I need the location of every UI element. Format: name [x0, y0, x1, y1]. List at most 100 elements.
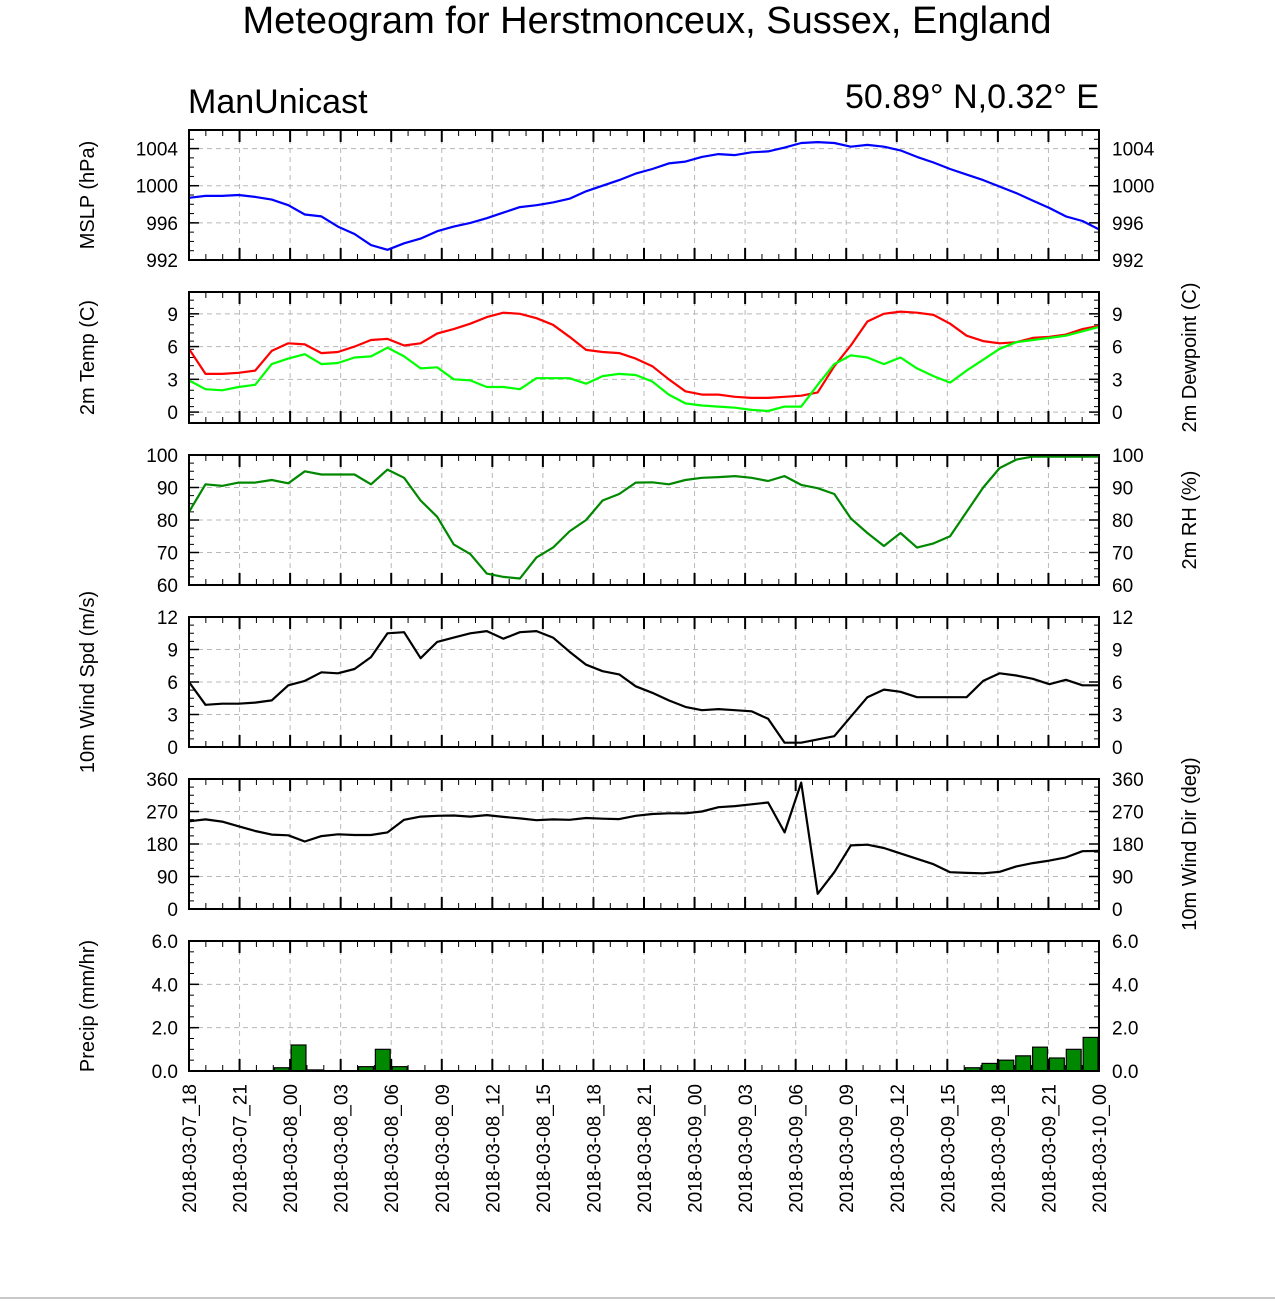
precip-bar [290, 1044, 307, 1072]
y-tick-label-right: 270 [1112, 803, 1144, 824]
panel-3: 60 60 70 70 80 80 90 90 100 100 2m RH (%) [146, 446, 1201, 597]
y-tick-label-right: 180 [1112, 835, 1144, 856]
time-label: 2018-03-09_03 [736, 1084, 757, 1213]
data-series-line-1 [188, 455, 1099, 580]
y-tick-label-right: 360 [1112, 770, 1144, 791]
y-tick-label-left: 80 [157, 511, 178, 532]
y-tick-label-left: 90 [157, 479, 178, 500]
y-tick-label-right: 1004 [1112, 140, 1155, 161]
y-tick-label-left: 70 [157, 544, 178, 565]
precip-bar [1015, 1055, 1032, 1072]
y-tick-label-left: 270 [146, 803, 178, 824]
time-label: 2018-03-09_09 [837, 1084, 858, 1213]
time-label: 2018-03-09_06 [787, 1084, 808, 1213]
y-tick-label-right: 90 [1112, 868, 1133, 889]
panel-frame [188, 454, 1100, 586]
y-tick-label-left: 0 [167, 738, 178, 759]
y-tick-label-left: 1004 [136, 140, 179, 161]
panel-6: 0.0 0.0 2.0 2.0 4.0 4.0 6.0 6.0 Precip (mm/hr) [77, 932, 1138, 1083]
y-tick-label-left: 996 [146, 214, 178, 235]
location-label: 50.89° N,0.32° E [845, 78, 1099, 116]
y-axis-title-left: MSLP (hPa) [77, 141, 99, 250]
y-tick-label-left: 90 [157, 868, 178, 889]
data-series-line-1 [188, 141, 1100, 251]
panel-frame [188, 616, 1100, 748]
y-tick-label-right: 996 [1112, 214, 1144, 235]
y-tick-label-right: 60 [1112, 576, 1133, 597]
data-series-line-1 [188, 781, 1100, 895]
y-tick-label-left: 992 [146, 251, 178, 272]
time-label: 2018-03-09_00 [686, 1084, 707, 1213]
y-tick-label-right: 3 [1112, 370, 1123, 391]
precip-bar [1031, 1046, 1049, 1072]
y-tick-label-right: 90 [1112, 479, 1133, 500]
time-label: 2018-03-08_18 [584, 1084, 605, 1213]
y-tick-label-left: 1000 [136, 177, 178, 198]
y-tick-label-left: 3 [167, 370, 178, 391]
precip-bar [1065, 1048, 1082, 1072]
y-tick-label-left: 0 [167, 403, 178, 424]
y-tick-label-left: 180 [146, 835, 178, 856]
y-axis-title-right: 2m Dewpoint (C) [1179, 282, 1201, 432]
model-label: ManUnicast [188, 83, 368, 121]
panel-2: 0 0 3 3 6 6 9 9 2m Temp (C) 2m Dewpoint (C) [77, 282, 1201, 432]
time-label: 2018-03-08_00 [281, 1084, 302, 1213]
precip-bar [981, 1062, 998, 1072]
y-tick-label-left: 4.0 [152, 975, 178, 996]
y-tick-label-right: 2.0 [1112, 1019, 1138, 1040]
y-tick-label-right: 4.0 [1112, 975, 1138, 996]
y-tick-label-left: 3 [167, 706, 178, 727]
panel-4: 0 0 3 3 6 6 9 9 12 12 10m Wind Spd (m/s) [77, 591, 1133, 773]
y-axis-title-left: Precip (mm/hr) [77, 940, 99, 1072]
time-label: 2018-03-10_00 [1090, 1084, 1111, 1213]
y-tick-label-right: 3 [1112, 706, 1123, 727]
y-tick-label-left: 360 [146, 770, 178, 791]
panel-frame [188, 291, 1100, 424]
y-tick-label-right: 6 [1112, 338, 1123, 359]
time-axis-labels: 2018-03-07_18 2018-03-07_21 2018-03-08_00 2… [180, 1084, 1111, 1213]
y-tick-label-right: 0 [1112, 403, 1123, 424]
y-tick-label-left: 6 [167, 673, 178, 694]
chart-title: Meteogram for Herstmonceux, Sussex, Engl… [243, 0, 1052, 42]
bottom-divider [0, 1297, 1275, 1299]
y-axis-title-right: 10m Wind Dir (deg) [1179, 757, 1201, 930]
y-tick-label-left: 0 [167, 900, 178, 921]
y-tick-label-right: 1000 [1112, 177, 1154, 198]
y-axis-title-right: 2m RH (%) [1179, 471, 1201, 570]
time-label: 2018-03-08_15 [534, 1084, 555, 1213]
y-tick-label-left: 2.0 [152, 1019, 178, 1040]
y-tick-label-right: 80 [1112, 511, 1133, 532]
panel-frame [188, 940, 1100, 1072]
data-series-line-1 [188, 310, 1100, 399]
y-axis-title-left: 10m Wind Spd (m/s) [77, 591, 99, 773]
precip-bar [1048, 1057, 1065, 1072]
y-tick-label-right: 0 [1112, 900, 1123, 921]
panel-frame [188, 129, 1100, 261]
time-label: 2018-03-07_21 [231, 1084, 252, 1213]
data-series-line-2 [188, 325, 1100, 413]
y-tick-label-right: 6 [1112, 673, 1123, 694]
time-label: 2018-03-08_12 [483, 1084, 504, 1213]
y-tick-label-right: 12 [1112, 608, 1133, 629]
precip-bar [998, 1059, 1015, 1072]
time-label: 2018-03-07_18 [180, 1084, 201, 1213]
time-label: 2018-03-08_21 [635, 1084, 656, 1213]
time-label: 2018-03-08_09 [433, 1084, 454, 1213]
y-tick-label-right: 0.0 [1112, 1062, 1138, 1083]
time-label: 2018-03-09_12 [888, 1084, 909, 1213]
y-axis-title-left: 2m Temp (C) [77, 300, 99, 415]
y-tick-label-right: 992 [1112, 251, 1144, 272]
panel-5: 0 0 90 90 180 180 270 270 360 360 10m Wind Dir (de… [146, 757, 1201, 930]
time-label: 2018-03-09_21 [1039, 1084, 1060, 1213]
y-tick-label-left: 6 [167, 338, 178, 359]
panel-1: 992 992 996 996 1000 1000 1004 1004 MSLP (hPa) [77, 129, 1155, 272]
y-tick-label-left: 9 [167, 305, 178, 326]
y-tick-label-right: 100 [1112, 446, 1144, 467]
y-tick-label-left: 60 [157, 576, 178, 597]
y-tick-label-right: 9 [1112, 305, 1123, 326]
y-tick-label-right: 70 [1112, 544, 1133, 565]
y-tick-label-left: 6.0 [152, 932, 178, 953]
